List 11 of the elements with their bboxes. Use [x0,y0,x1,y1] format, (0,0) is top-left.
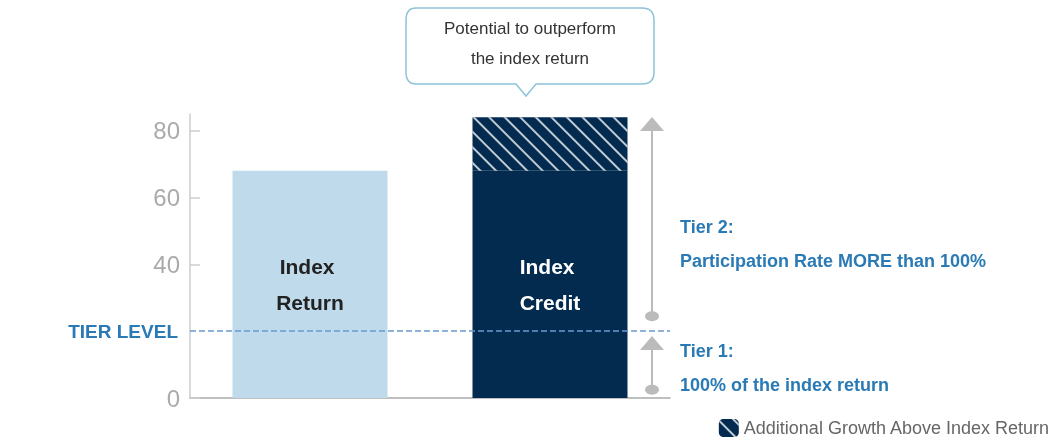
x-tick-label: Index Return [276,254,344,314]
y-tick-label: 0 [166,384,180,412]
y-tick-label: 40 [153,250,180,278]
x-tick-label: Index Credit [519,254,581,314]
y-tick-label: 80 [153,117,180,145]
text: Tier 2: Participation Rate MORE than 100% [680,216,987,273]
legend-label: Additional Growth Above Index Return [743,418,1050,438]
text: Tier 1: 100% of the index return [680,340,890,397]
ref-line-label: TIER LEVEL [68,320,179,342]
text: Potential to outperform the index return [443,18,617,70]
y-tick-label: 60 [153,184,180,212]
